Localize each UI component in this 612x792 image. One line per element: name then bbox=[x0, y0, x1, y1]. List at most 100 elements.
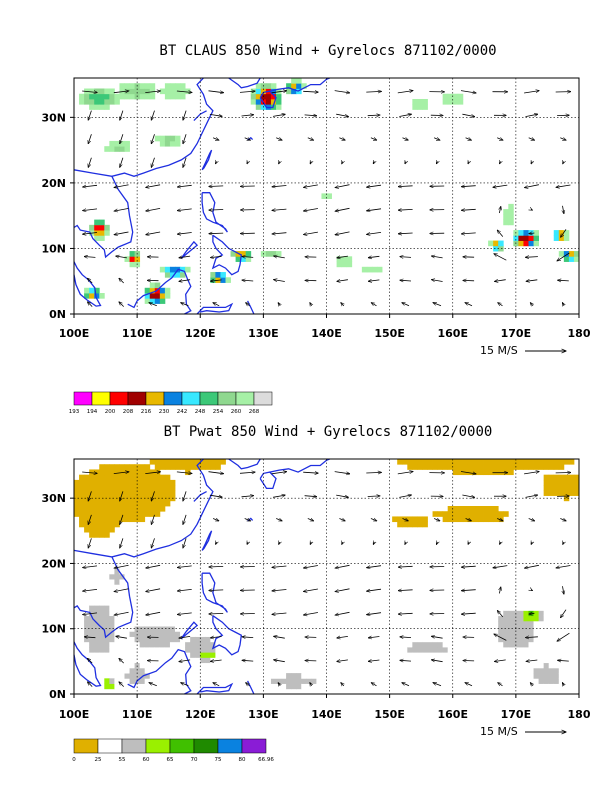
field-cell bbox=[538, 641, 545, 648]
field-cell bbox=[94, 495, 100, 502]
field-cell bbox=[558, 678, 565, 684]
field-cell bbox=[94, 594, 100, 601]
field-cell bbox=[99, 605, 105, 611]
field-cell bbox=[169, 272, 176, 278]
field-cell bbox=[528, 626, 534, 632]
field-cell bbox=[498, 631, 504, 637]
field-cell bbox=[159, 500, 166, 507]
field-cell bbox=[493, 620, 499, 627]
field-cell bbox=[104, 678, 110, 684]
wind-vector bbox=[213, 303, 220, 307]
field-cell bbox=[457, 506, 464, 512]
field-cell bbox=[185, 88, 191, 95]
field-cell bbox=[230, 251, 236, 257]
field-cell bbox=[129, 464, 135, 470]
field-cell bbox=[573, 251, 580, 257]
field-cell bbox=[164, 641, 171, 648]
field-cell bbox=[265, 98, 272, 105]
claus-colorbar: 193 194 200 208 216 230 242 248 254 260 268 bbox=[69, 391, 273, 415]
field-cell bbox=[493, 464, 499, 470]
wind-vector bbox=[120, 110, 124, 121]
field-cell bbox=[99, 516, 105, 523]
field-cell bbox=[548, 485, 555, 491]
field-cell bbox=[175, 626, 181, 632]
field-cell bbox=[185, 641, 191, 648]
wind-vector bbox=[208, 471, 224, 474]
field-cell bbox=[488, 459, 494, 465]
field-cell bbox=[538, 657, 545, 664]
wind-vector bbox=[337, 280, 348, 282]
field-cell bbox=[291, 88, 297, 95]
field-cell bbox=[104, 500, 110, 507]
field-cell bbox=[563, 667, 570, 674]
pwat-colorbar: 0 25 55 60 65 70 75 80 66.96 bbox=[72, 738, 274, 763]
field-cell bbox=[427, 652, 433, 658]
field-cell bbox=[159, 88, 166, 95]
field-cell bbox=[513, 459, 519, 465]
field-cell bbox=[144, 464, 151, 470]
field-cell bbox=[74, 511, 80, 517]
field-cell bbox=[89, 287, 95, 294]
field-cell bbox=[407, 641, 413, 648]
field-cell bbox=[94, 485, 100, 491]
field-cell bbox=[447, 647, 454, 653]
wind-vector bbox=[176, 91, 192, 93]
wind-vector bbox=[209, 210, 224, 211]
field-cell bbox=[407, 464, 413, 470]
coastline bbox=[127, 268, 192, 315]
field-cell bbox=[276, 683, 282, 690]
field-cell bbox=[159, 479, 166, 486]
field-cell bbox=[563, 490, 570, 496]
field-cell bbox=[528, 464, 534, 470]
field-cell bbox=[215, 641, 221, 648]
field-cell bbox=[144, 620, 151, 627]
field-cell bbox=[109, 600, 115, 606]
coastline bbox=[193, 110, 207, 122]
field-cell bbox=[104, 594, 110, 601]
wind-vector bbox=[210, 660, 222, 661]
field-cell bbox=[452, 93, 459, 100]
field-cell bbox=[407, 521, 413, 528]
field-cell bbox=[144, 500, 151, 507]
field-cell bbox=[478, 511, 484, 517]
field-cell bbox=[286, 673, 292, 679]
field-cell bbox=[109, 573, 115, 580]
wind-vector bbox=[493, 184, 508, 187]
field-cell bbox=[518, 240, 524, 247]
wind-vector bbox=[242, 257, 254, 258]
field-cell bbox=[523, 600, 529, 606]
colorbar-swatch bbox=[253, 391, 273, 406]
field-cell bbox=[104, 104, 110, 110]
field-cell bbox=[523, 615, 529, 622]
field-cell bbox=[543, 683, 550, 690]
wind-vector bbox=[495, 660, 506, 662]
colorbar-label: 65 bbox=[167, 757, 174, 763]
field-cell bbox=[119, 485, 125, 491]
wind-vector bbox=[119, 658, 124, 664]
field-cell bbox=[493, 626, 499, 632]
wind-vector bbox=[82, 91, 97, 93]
wind-vector bbox=[334, 471, 350, 474]
field-cell bbox=[99, 500, 105, 507]
field-cell bbox=[114, 568, 120, 575]
field-cell bbox=[99, 230, 105, 236]
field-cell bbox=[498, 647, 504, 653]
field-cell bbox=[84, 500, 90, 507]
field-cell bbox=[568, 485, 575, 491]
field-cell bbox=[79, 620, 85, 627]
field-cell bbox=[119, 573, 125, 580]
field-cell bbox=[291, 678, 297, 684]
field-cell bbox=[296, 78, 302, 84]
field-cell bbox=[114, 474, 120, 481]
field-cell bbox=[154, 135, 161, 142]
field-cell bbox=[447, 464, 454, 470]
field-cell bbox=[114, 636, 120, 643]
field-cell bbox=[493, 245, 499, 252]
field-cell bbox=[119, 506, 125, 512]
wind-vector bbox=[563, 586, 564, 594]
field-cell bbox=[94, 615, 100, 622]
field-cell bbox=[139, 83, 146, 89]
field-cell bbox=[94, 641, 100, 648]
wind-vector bbox=[525, 184, 539, 188]
field-cell bbox=[109, 610, 115, 617]
